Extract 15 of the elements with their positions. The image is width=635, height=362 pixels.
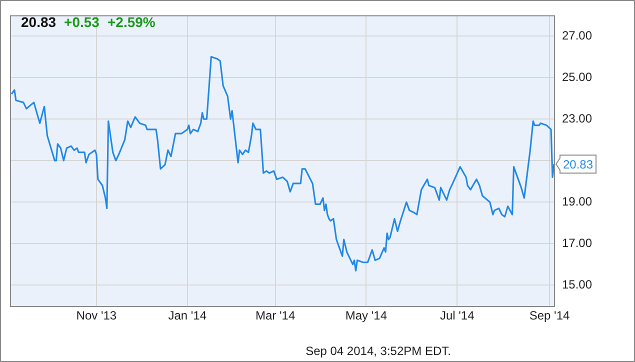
y-tick-label: 23.00 bbox=[562, 111, 592, 126]
text: Sep 04 2014, 3:52PM EDT. bbox=[306, 344, 451, 358]
y-tick-label: 25.00 bbox=[562, 70, 592, 84]
annotation: 20.83 bbox=[563, 157, 594, 172]
x-tick-label: Sep '14 bbox=[529, 308, 570, 323]
y-tick-label: 15.00 bbox=[562, 278, 592, 292]
y-tick-label: 17.00 bbox=[562, 236, 592, 250]
chart-title: 20.83 +0.53 +2.59% bbox=[21, 14, 156, 30]
y-tick-label: 19.00 bbox=[562, 194, 592, 208]
x-tick-label: Mar '14 bbox=[255, 308, 296, 323]
x-tick-label: May '14 bbox=[345, 308, 388, 323]
x-tick-label: Nov '13 bbox=[76, 308, 117, 323]
y-tick-label: 27.00 bbox=[562, 28, 592, 42]
x-tick-label: Jan '14 bbox=[168, 308, 207, 323]
x-tick-label: Jul '14 bbox=[440, 308, 475, 323]
